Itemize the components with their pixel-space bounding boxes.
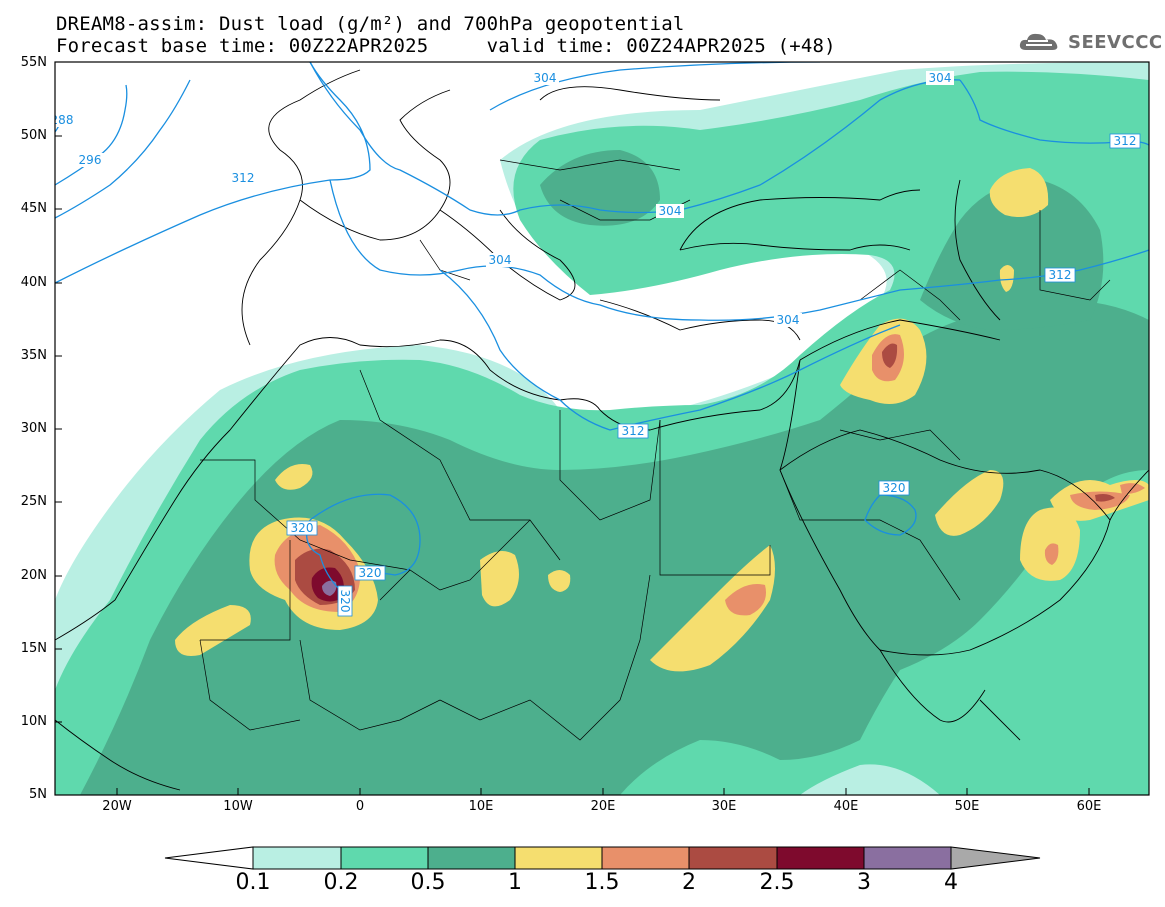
lat-tick-label: 45N <box>20 201 47 216</box>
map-title: DREAM8-assim: Dust load (g/m²) and 700hP… <box>56 13 685 35</box>
colorbar-tick-label: 1 <box>508 870 522 895</box>
lat-tick-label: 30N <box>20 421 47 436</box>
lon-tick-label: 20E <box>590 799 616 814</box>
lat-tick-label: 25N <box>20 494 47 509</box>
colorbar-cell <box>688 846 778 870</box>
contour-label: 304 <box>489 253 512 267</box>
cloud-logo-icon <box>1019 33 1058 50</box>
contour-label: 320 <box>291 521 314 535</box>
country-borders <box>199 159 1111 741</box>
colorbar-tick-label: 1.5 <box>584 870 620 895</box>
contour-label: 304 <box>777 313 800 327</box>
lat-tick-label: 10N <box>20 714 47 729</box>
lon-tick-label: 20W <box>102 799 132 814</box>
lat-tick-label: 35N <box>20 348 47 363</box>
colorbar-tick-label: 0.5 <box>410 870 446 895</box>
lon-tick-label: 40E <box>833 799 859 814</box>
contour-label: 320 <box>359 566 382 580</box>
contour-label: 320 <box>883 481 906 495</box>
contour-label: 312 <box>622 424 645 438</box>
lon-tick-label: 10W <box>223 799 253 814</box>
lon-tick-label: 0 <box>355 799 365 814</box>
colorbar-cell <box>863 846 952 870</box>
contour-label: 312 <box>232 171 255 185</box>
contour-label: 296 <box>79 153 102 167</box>
dust-band-3 <box>322 580 337 596</box>
contour-label: 288 <box>51 113 74 127</box>
colorbar-cell <box>340 846 429 870</box>
contour-labels: 304 304 304 296 288 312 304 304 312 312 … <box>51 71 1141 617</box>
seevccc-logo: SEEVCCC <box>1018 28 1163 56</box>
lat-tick-label: 20N <box>20 568 47 583</box>
contour-label: 312 <box>1049 268 1072 282</box>
geopotential-contours <box>55 62 1149 613</box>
lon-tick-label: 30E <box>711 799 737 814</box>
colorbar-cell <box>427 846 516 870</box>
colorbar-tick-label: 3 <box>857 870 871 895</box>
lat-tick-label: 55N <box>20 55 47 70</box>
contour-label: 320 <box>338 590 352 613</box>
colorbar <box>164 846 1041 870</box>
lon-tick-label: 50E <box>954 799 980 814</box>
contour-label: 304 <box>659 204 682 218</box>
colorbar-cell <box>601 846 690 870</box>
lon-tick-label: 60E <box>1076 799 1102 814</box>
lon-tick-label: 10E <box>468 799 494 814</box>
contour-label: 312 <box>1114 134 1137 148</box>
map-subtitle: Forecast base time: 00Z22APR2025 valid t… <box>56 35 836 57</box>
colorbar-low-arrow <box>164 846 254 870</box>
logo-text: SEEVCCC <box>1068 31 1163 53</box>
colorbar-cell <box>252 846 342 870</box>
lat-tick-label: 5N <box>29 787 47 802</box>
lat-tick-label: 50N <box>20 128 47 143</box>
lat-tick-label: 15N <box>20 641 47 656</box>
colorbar-cell <box>776 846 865 870</box>
colorbar-tick-label: 4 <box>944 870 958 895</box>
colorbar-tick-label: 0.2 <box>323 870 359 895</box>
colorbar-cell <box>514 846 603 870</box>
colorbar-tick-label: 2.5 <box>759 870 795 895</box>
axis-ticks <box>55 61 1090 795</box>
contour-label: 304 <box>929 71 952 85</box>
colorbar-tick-label: 0.1 <box>235 870 271 895</box>
lat-tick-label: 40N <box>20 275 47 290</box>
contour-label: 304 <box>534 71 557 85</box>
dust-band-0.5 <box>80 150 1149 795</box>
colorbar-high-arrow <box>950 846 1041 870</box>
colorbar-tick-label: 2 <box>682 870 696 895</box>
